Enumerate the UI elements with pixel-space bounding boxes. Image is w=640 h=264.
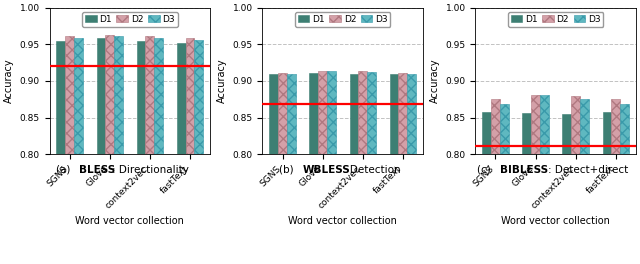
Bar xyxy=(572,96,580,154)
Bar xyxy=(349,74,358,154)
Bar xyxy=(278,73,287,154)
Text: (a) BLESS: Directionality: (a) BLESS: Directionality xyxy=(67,165,193,175)
Text: : Directionality: : Directionality xyxy=(113,165,189,175)
Bar xyxy=(74,39,83,154)
Bar xyxy=(65,36,74,154)
Bar xyxy=(540,95,548,154)
Bar xyxy=(106,35,114,154)
Bar xyxy=(358,72,367,154)
Legend: D1, D2, D3: D1, D2, D3 xyxy=(295,12,390,27)
Bar xyxy=(611,98,620,154)
Bar xyxy=(177,43,186,154)
Bar xyxy=(56,41,65,154)
Bar xyxy=(399,73,407,154)
X-axis label: Word vector collection: Word vector collection xyxy=(76,215,184,225)
Bar xyxy=(309,73,318,154)
Text: (c): (c) xyxy=(477,165,495,175)
Bar xyxy=(602,112,611,154)
Bar xyxy=(500,104,509,154)
Legend: D1, D2, D3: D1, D2, D3 xyxy=(82,12,177,27)
Bar xyxy=(137,41,145,154)
Bar xyxy=(407,74,416,154)
Text: BLESS: BLESS xyxy=(79,165,115,175)
Bar xyxy=(482,112,491,154)
Bar xyxy=(491,98,500,154)
Text: WBLESS: WBLESS xyxy=(302,165,350,175)
Bar xyxy=(327,72,336,154)
Text: (b) WBLESS: Detection: (b) WBLESS: Detection xyxy=(284,165,402,175)
Bar xyxy=(580,98,589,154)
Bar xyxy=(367,72,376,154)
Bar xyxy=(154,39,163,154)
Bar xyxy=(287,74,296,154)
Bar xyxy=(522,113,531,154)
Y-axis label: Accuracy: Accuracy xyxy=(430,59,440,103)
X-axis label: Word vector collection: Word vector collection xyxy=(501,215,610,225)
Bar xyxy=(145,36,154,154)
Bar xyxy=(269,74,278,154)
Text: (a): (a) xyxy=(56,165,73,175)
Bar xyxy=(114,36,123,154)
Legend: D1, D2, D3: D1, D2, D3 xyxy=(508,12,604,27)
Bar xyxy=(195,40,204,154)
Text: (c) BIBLESS: Detect+direct: (c) BIBLESS: Detect+direct xyxy=(486,165,625,175)
Bar xyxy=(318,72,327,154)
Bar xyxy=(390,74,399,154)
Bar xyxy=(186,39,195,154)
Bar xyxy=(620,104,629,154)
Bar xyxy=(531,95,540,154)
Text: : Detection: : Detection xyxy=(343,165,401,175)
Y-axis label: Accuracy: Accuracy xyxy=(217,59,227,103)
Y-axis label: Accuracy: Accuracy xyxy=(4,59,14,103)
Text: (b): (b) xyxy=(280,165,298,175)
Text: : Detect+direct: : Detect+direct xyxy=(548,165,628,175)
Bar xyxy=(97,39,106,154)
X-axis label: Word vector collection: Word vector collection xyxy=(288,215,397,225)
Text: BIBLESS: BIBLESS xyxy=(500,165,548,175)
Bar xyxy=(563,114,572,154)
